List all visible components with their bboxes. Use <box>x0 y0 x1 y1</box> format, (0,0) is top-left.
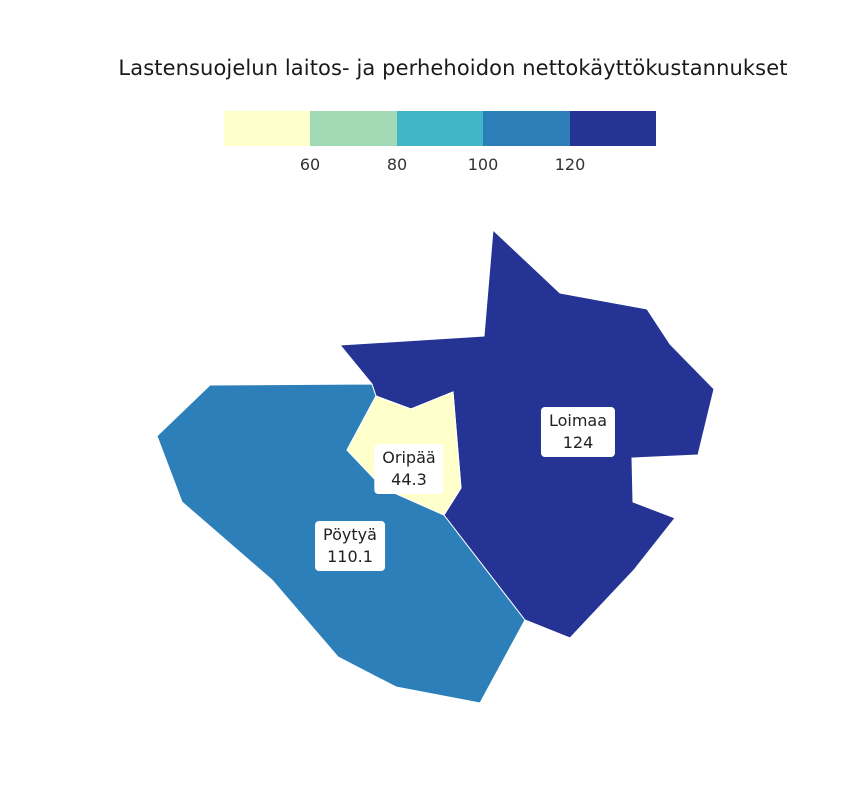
region-value-loimaa: 124 <box>562 433 594 452</box>
region-label-poytya: Pöytyä 110.1 <box>315 521 385 571</box>
color-legend <box>224 111 657 146</box>
region-label-oripaa: Oripää 44.3 <box>374 444 444 494</box>
legend-swatch-4 <box>483 111 570 146</box>
legend-swatch-1 <box>224 111 311 146</box>
region-loimaa[interactable] <box>338 228 715 639</box>
map-title: Lastensuojelun laitos- ja perhehoidon ne… <box>118 56 788 80</box>
region-name-oripaa: Oripää <box>382 448 436 467</box>
region-name-loimaa: Loimaa <box>548 411 608 430</box>
legend-tick-60: 60 <box>299 155 321 174</box>
legend-tick-80: 80 <box>386 155 408 174</box>
region-value-poytya: 110.1 <box>327 547 373 566</box>
legend-swatch-5 <box>569 111 657 146</box>
legend-ticks: 60 80 100 120 <box>224 155 656 175</box>
legend-swatch-2 <box>310 111 397 146</box>
legend-tick-100: 100 <box>467 155 499 174</box>
legend-swatch-3 <box>396 111 484 146</box>
region-name-poytya: Pöytyä <box>323 525 377 544</box>
legend-tick-120: 120 <box>554 155 586 174</box>
region-value-oripaa: 44.3 <box>391 470 427 489</box>
region-label-loimaa: Loimaa 124 <box>540 407 616 457</box>
